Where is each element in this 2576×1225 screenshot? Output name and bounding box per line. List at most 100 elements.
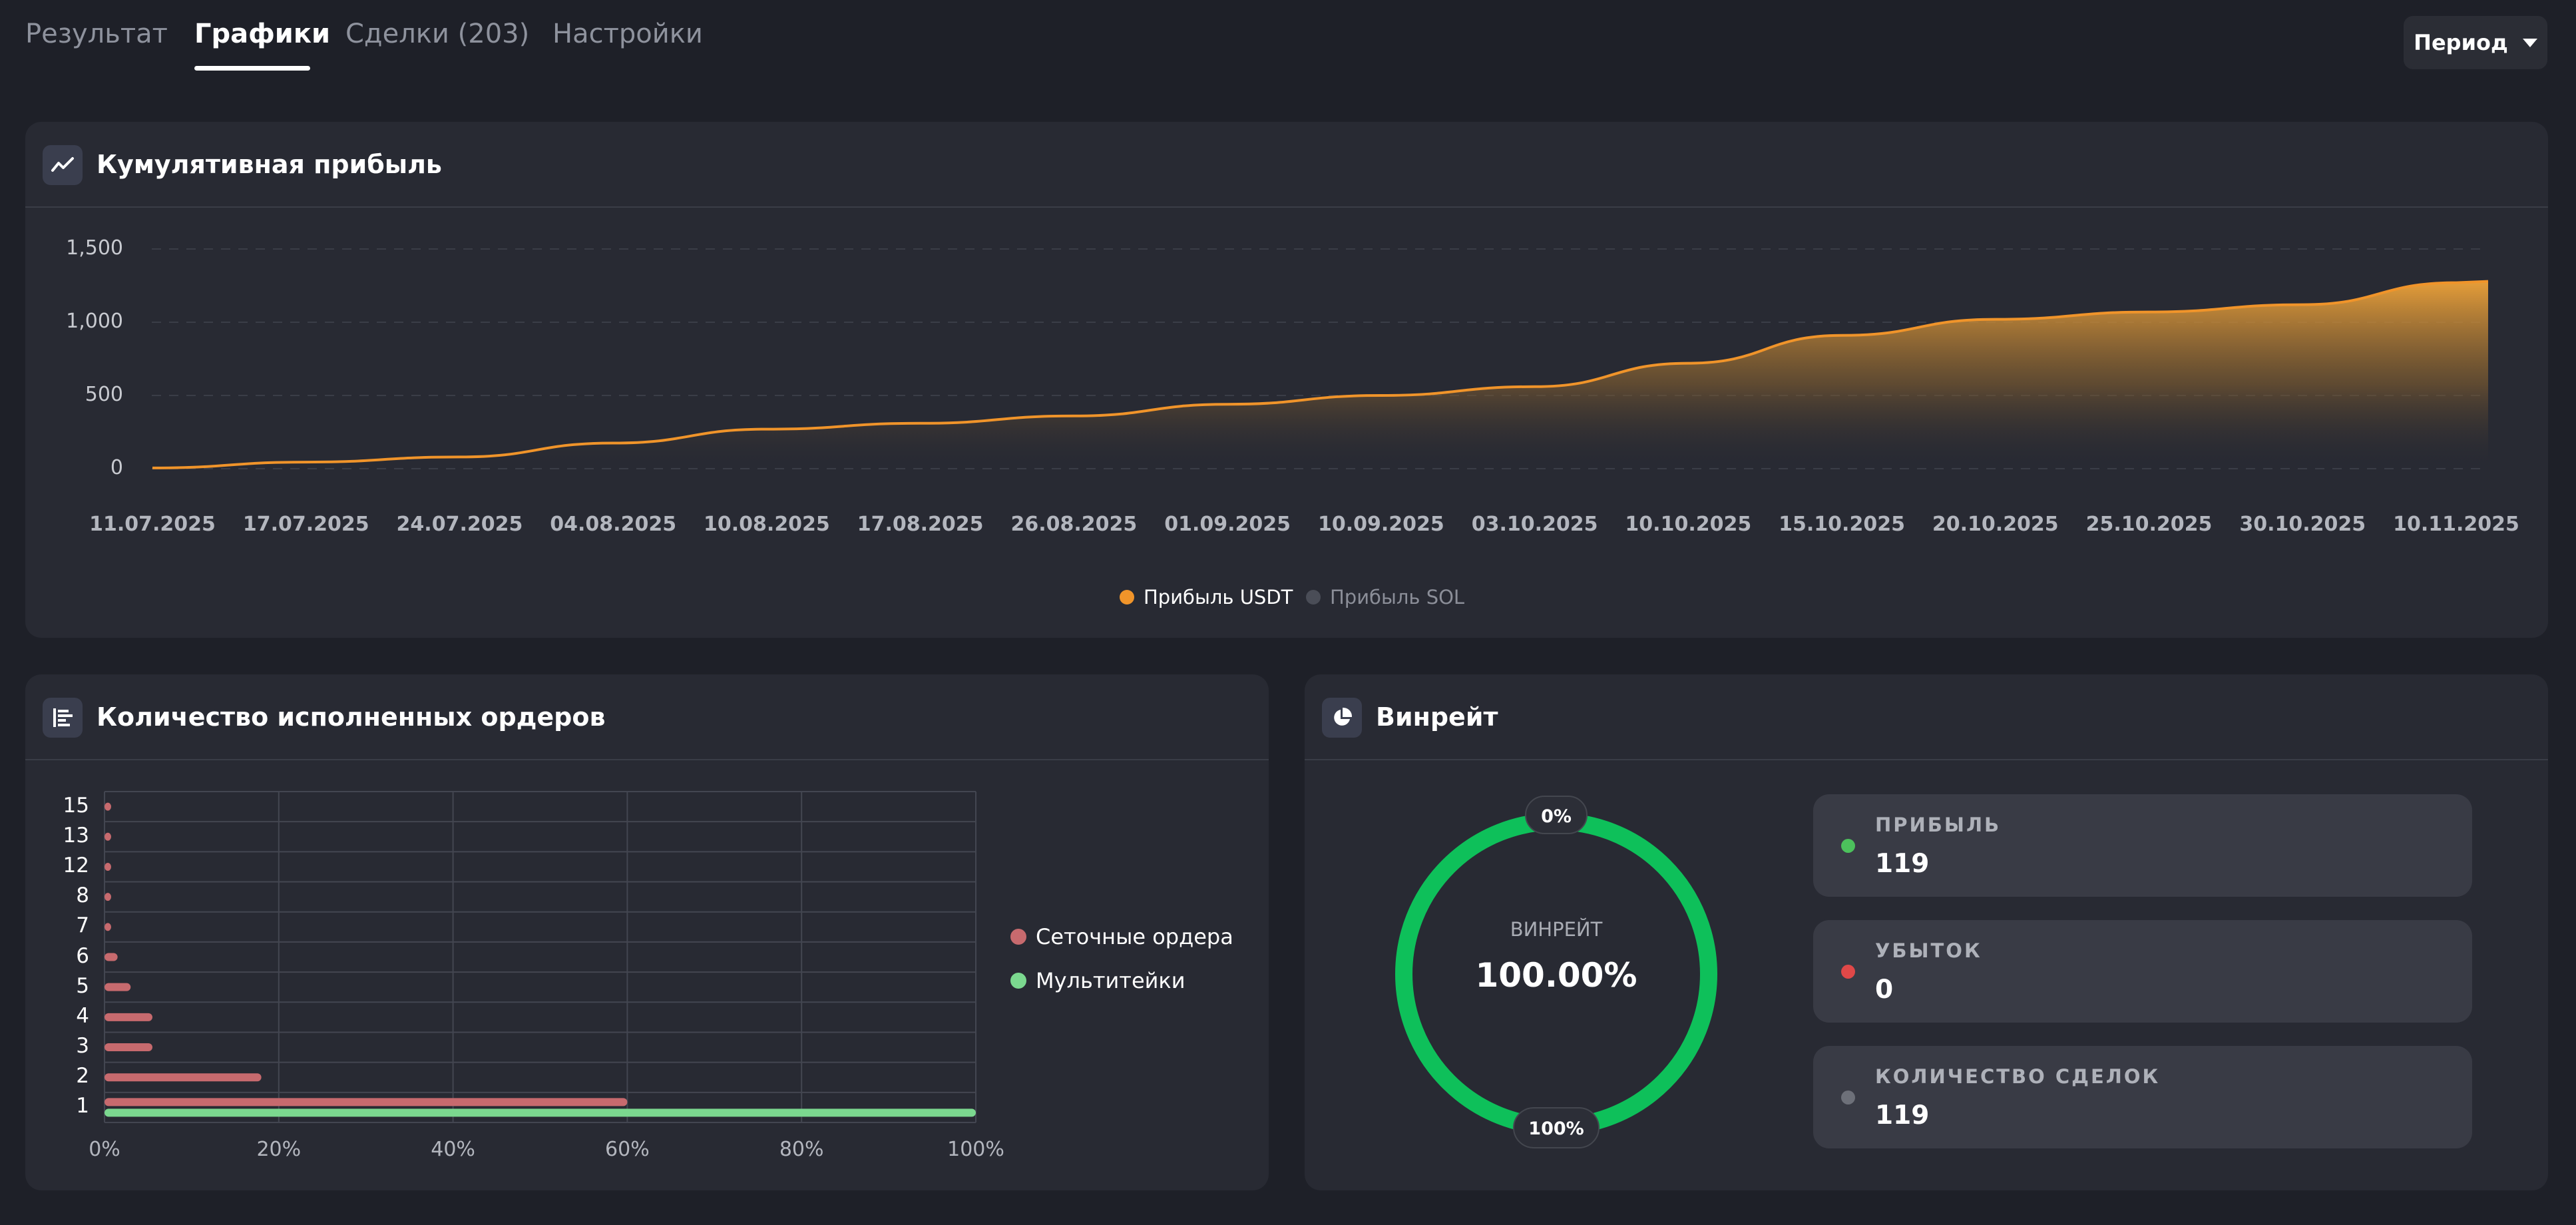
x-tick-label: 25.10.2025 [2085, 513, 2213, 536]
x-tick-label: 03.10.2025 [1471, 513, 1598, 536]
x-tick-label: 60% [605, 1138, 650, 1161]
status-dot [1841, 965, 1855, 979]
legend-dot [1306, 590, 1321, 605]
bar-grid-orders[interactable] [105, 1098, 628, 1106]
legend-sol[interactable]: Прибыль SOL [1306, 586, 1464, 609]
legend-usdt[interactable]: Прибыль USDT [1120, 586, 1293, 609]
tab-settings[interactable]: Настройки [552, 19, 703, 49]
x-tick-label: 40% [431, 1138, 475, 1161]
bar-list-icon [43, 698, 83, 738]
stat-value: 119 [1875, 849, 1930, 879]
x-tick-label: 15.10.2025 [1779, 513, 1905, 536]
status-dot [1841, 839, 1855, 853]
bar-grid-orders[interactable] [105, 983, 131, 991]
stat-value: 0 [1875, 975, 1894, 1005]
x-tick-label: 04.08.2025 [550, 513, 677, 536]
x-tick-label: 17.08.2025 [857, 513, 984, 536]
bar-grid-orders[interactable] [105, 862, 111, 871]
tab-result[interactable]: Результат [25, 19, 168, 49]
y-tick-label: 500 [85, 383, 123, 406]
y-tick-label: 7 [76, 913, 89, 938]
bottom-badge-bg [1513, 1107, 1600, 1148]
y-tick-label: 4 [76, 1003, 89, 1028]
tab-charts[interactable]: Графики [194, 19, 331, 49]
x-tick-label: 26.08.2025 [1010, 513, 1138, 536]
period-label: Период [2414, 30, 2508, 55]
winrate-donut [1395, 796, 1717, 1148]
winrate-center-value: 100.00% [1475, 956, 1637, 995]
legend-label: Прибыль USDT [1144, 586, 1293, 609]
y-tick-label: 6 [76, 943, 89, 968]
bar-grid-orders[interactable] [105, 893, 111, 901]
x-tick-label: 80% [779, 1138, 824, 1161]
x-tick-label: 10.08.2025 [704, 513, 830, 536]
panel-header: Кумулятивная прибыль [25, 122, 2548, 208]
stat-value: 119 [1875, 1101, 1930, 1130]
legend-dot [1120, 590, 1134, 605]
bar-grid-orders[interactable] [105, 802, 111, 811]
y-tick-label: 1,500 [66, 236, 123, 260]
y-tick-label: 3 [76, 1034, 89, 1059]
top-badge-bg [1525, 796, 1588, 834]
bar-grid-orders[interactable] [105, 1073, 262, 1082]
y-tick-label: 5 [76, 973, 89, 998]
x-tick-label: 24.07.2025 [396, 513, 523, 536]
x-tick-label: 20.10.2025 [1932, 513, 2059, 536]
bar-grid-orders[interactable] [105, 1043, 152, 1052]
x-tick-label: 01.09.2025 [1164, 513, 1291, 536]
usdt-area [152, 281, 2488, 469]
winrate-center-label: ВИНРЕЙТ [1510, 918, 1603, 941]
cumulative-chart [152, 248, 2489, 469]
x-tick-label: 10.09.2025 [1317, 513, 1444, 536]
panel-title: Кумулятивная прибыль [97, 150, 442, 179]
bar-grid-orders[interactable] [105, 1013, 152, 1021]
legend-grid-orders[interactable]: Сеточные ордера [1010, 924, 1233, 949]
panel-title: Винрейт [1376, 702, 1498, 732]
active-tab-indicator [194, 66, 310, 71]
y-tick-label: 0 [110, 456, 123, 479]
legend-label: Мультитейки [1036, 968, 1185, 993]
pie-chart-icon [1322, 698, 1362, 738]
stat-card-deals: КОЛИЧЕСТВО СДЕЛОК 119 [1813, 1046, 2472, 1148]
bar-grid-orders[interactable] [105, 832, 111, 841]
panel-title: Количество исполненных ордеров [97, 702, 606, 732]
stat-card-profit: ПРИБЫЛЬ 119 [1813, 794, 2472, 897]
x-tick-label: 10.11.2025 [2393, 513, 2519, 536]
tab-deals[interactable]: Сделки (203) [345, 19, 530, 49]
trend-line-icon [43, 145, 83, 185]
y-tick-label: 1 [76, 1094, 89, 1118]
x-tick-label: 10.10.2025 [1625, 513, 1752, 536]
panel-header: Винрейт [1305, 674, 2548, 760]
status-dot [1841, 1091, 1855, 1104]
bar-multitakes[interactable] [105, 1108, 976, 1117]
legend-dot [1010, 929, 1026, 945]
chevron-down-icon [2522, 38, 2537, 47]
y-tick-label: 1,000 [66, 310, 123, 333]
y-tick-label: 12 [63, 853, 89, 877]
cumulative-profit-panel: Кумулятивная прибыль 1,500 1,000 500 0 11.0… [25, 122, 2548, 638]
x-tick-label: 100% [947, 1138, 1004, 1161]
donut-top-label: 0% [1541, 806, 1572, 827]
x-tick-label: 30.10.2025 [2239, 513, 2366, 536]
y-tick-label: 15 [63, 793, 89, 818]
y-tick-label: 2 [76, 1064, 89, 1089]
y-tick-label: 13 [63, 823, 89, 848]
stat-label: КОЛИЧЕСТВО СДЕЛОК [1875, 1065, 2161, 1088]
legend-dot [1010, 973, 1026, 989]
orders-panel: Количество исполненных ордеров 0% 20% 40% 6… [25, 674, 1269, 1190]
period-dropdown[interactable]: Период [2404, 16, 2547, 69]
panel-header: Количество исполненных ордеров [25, 674, 1269, 760]
bar-grid-orders[interactable] [105, 923, 111, 931]
x-tick-label: 11.07.2025 [89, 513, 216, 536]
legend-label: Прибыль SOL [1330, 586, 1465, 609]
legend-label: Сеточные ордера [1036, 924, 1233, 949]
bar-grid-orders[interactable] [105, 953, 118, 961]
donut-bottom-label: 100% [1528, 1118, 1584, 1139]
x-tick-label: 17.07.2025 [242, 513, 369, 536]
usdt-line [152, 280, 2489, 469]
orders-chart [104, 791, 976, 1123]
legend-multitakes[interactable]: Мультитейки [1010, 968, 1185, 993]
x-tick-label: 20% [256, 1138, 302, 1161]
stat-label: ПРИБЫЛЬ [1875, 814, 2002, 836]
